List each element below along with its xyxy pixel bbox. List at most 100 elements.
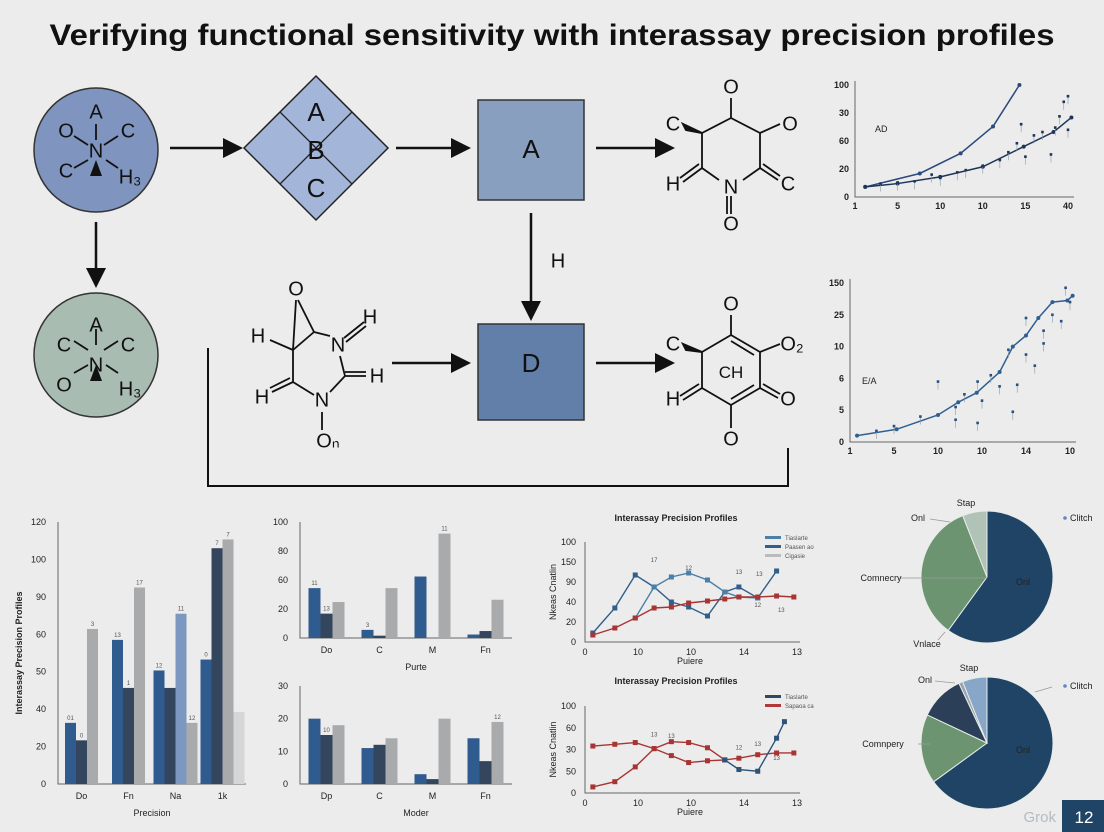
data-point [1036, 315, 1041, 320]
data-point [1041, 130, 1044, 134]
bar [438, 533, 451, 638]
y-tick-label: 80 [278, 546, 288, 556]
annotation-label: 12 [685, 566, 692, 572]
data-point [1065, 298, 1070, 303]
x-tick-label: 5 [895, 201, 900, 211]
axis-line [584, 542, 800, 643]
series-line [592, 740, 794, 788]
data-point [1062, 100, 1066, 104]
data-point [722, 589, 728, 595]
bar [222, 539, 234, 784]
bar [361, 748, 374, 784]
annotation-label: 17 [651, 558, 658, 564]
data-point [590, 743, 596, 749]
data-point [976, 380, 979, 383]
bar [438, 718, 451, 784]
data-point [936, 380, 940, 383]
x-tick-label: 10 [933, 446, 943, 456]
wedge-bond-icon [90, 160, 102, 176]
y-tick-label: 100 [273, 517, 288, 527]
annotation-label: 13 [736, 570, 743, 576]
y-tick-label: 10 [278, 746, 288, 756]
x-tick-label: 15 [1020, 201, 1030, 211]
data-point [956, 400, 961, 405]
diamond-label-bottom: C [307, 173, 326, 203]
x-tick-label: 0 [582, 798, 587, 808]
pie-chart-2 [918, 676, 1067, 810]
x-category-label: Fn [480, 645, 491, 655]
data-point [1059, 319, 1063, 323]
x-tick-label: 5 [891, 446, 896, 456]
bar [87, 628, 98, 784]
data-point [704, 758, 710, 764]
y-axis-title: Nkeas Cnatlin [548, 721, 558, 777]
y-tick-label: 20 [278, 714, 288, 724]
data-point [1007, 348, 1010, 352]
atom-label: H [370, 365, 384, 387]
x-axis-title: Moder [403, 808, 429, 818]
y-tick-label: 30 [839, 108, 849, 118]
bar [491, 599, 504, 638]
bar [361, 629, 374, 638]
y-tick-label: 5 [839, 405, 844, 415]
y-axis-title: Interassay Precision Profiles [14, 591, 24, 714]
node-circle-1: A O C N C H₃ [33, 87, 159, 213]
data-point [755, 594, 761, 600]
y-tick-label: 20 [839, 164, 849, 174]
legend-entry: Cigasie [785, 554, 806, 560]
pie-chart-1 [898, 510, 1067, 644]
data-point [1064, 286, 1067, 290]
bar [308, 588, 321, 638]
data-point [651, 584, 657, 590]
y-tick-label: 90 [36, 592, 46, 602]
y-tick-label: 0 [571, 788, 576, 798]
x-category-label: Do [76, 791, 88, 801]
data-point [736, 755, 742, 761]
bar [467, 738, 480, 784]
annotation-label: 12 [754, 603, 761, 609]
atom-label: H [251, 325, 265, 347]
x-tick-label: 13 [792, 798, 802, 808]
data-point [913, 180, 916, 183]
chart-label: E/A [862, 376, 877, 386]
legend-swatch [765, 695, 781, 698]
y-tick-label: 30 [566, 745, 576, 755]
data-point [791, 750, 797, 756]
bar [320, 735, 333, 784]
diamond-label-top: A [307, 97, 325, 127]
data-point [722, 757, 728, 763]
bar [211, 548, 223, 784]
bar-chart-2 [299, 522, 512, 639]
data-label: 10 [323, 728, 330, 734]
atom-label: N [315, 389, 329, 411]
data-label: 1 [127, 681, 131, 687]
data-point [632, 764, 638, 770]
data-point [736, 584, 742, 590]
y-tick-label: 0 [41, 779, 46, 789]
node-circle-2: A C C N O H₃ [33, 292, 159, 418]
data-label: 7 [226, 532, 230, 538]
node-box-d: D [477, 323, 585, 421]
atom-label: H₃ [119, 166, 142, 188]
data-point [875, 429, 878, 433]
chart-title: Interassay Precision Profiles [614, 513, 737, 523]
data-point [991, 124, 996, 129]
data-point [958, 151, 963, 156]
data-point [774, 750, 780, 756]
pie-label-top-left: Onl [911, 513, 925, 523]
x-tick-label: 1 [847, 446, 852, 456]
legend-swatch [765, 536, 781, 539]
bar [112, 639, 123, 784]
data-point [894, 427, 899, 432]
pie-slice [932, 676, 1054, 810]
data-point [998, 158, 1002, 162]
data-point [1011, 410, 1015, 414]
annotation-label: 13 [651, 732, 658, 738]
x-tick-label: 13 [792, 647, 802, 657]
data-point [917, 171, 922, 176]
y-tick-label: 6 [839, 373, 844, 383]
atom-label: O₂ [780, 333, 803, 355]
data-label: 13 [323, 607, 330, 613]
bar-chart-1 [57, 522, 246, 785]
